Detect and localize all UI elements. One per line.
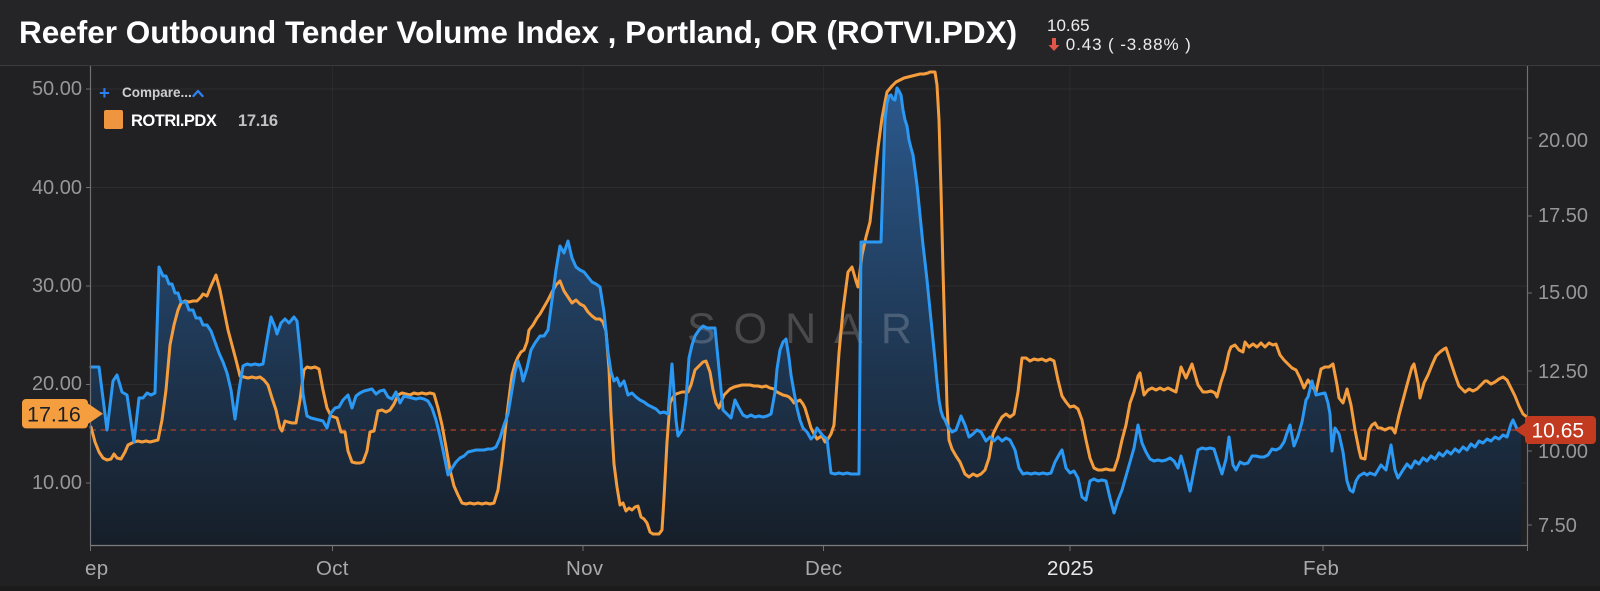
svg-text:17.16: 17.16 — [27, 403, 81, 427]
svg-text:SONAR: SONAR — [687, 305, 930, 353]
svg-text:17.16: 17.16 — [238, 112, 278, 130]
svg-text:10.65: 10.65 — [1532, 420, 1585, 443]
svg-text:ROTRI.PDX: ROTRI.PDX — [131, 112, 217, 130]
